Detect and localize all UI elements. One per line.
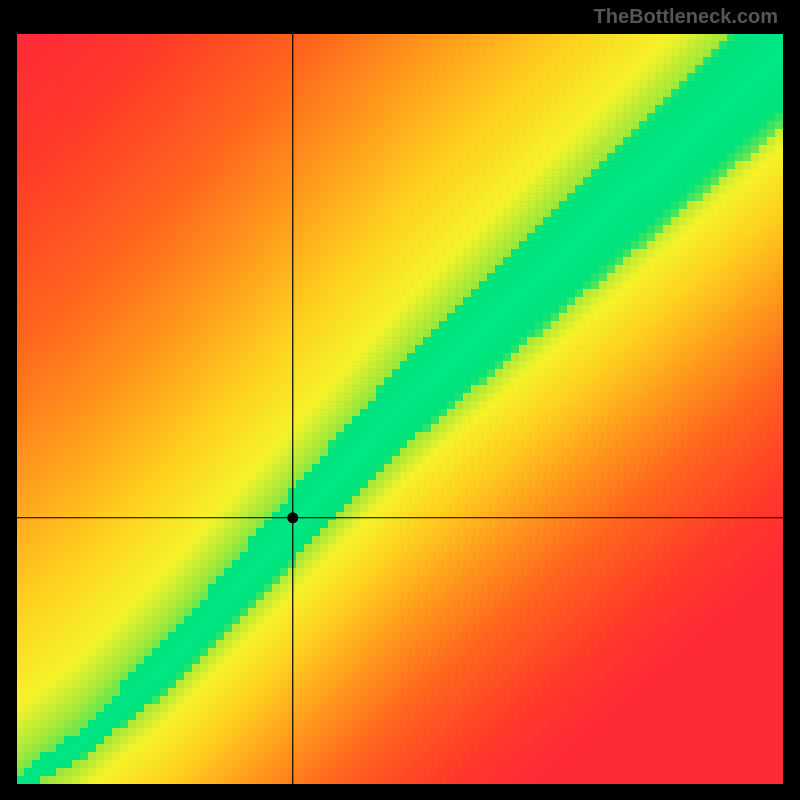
chart-frame: TheBottleneck.com: [0, 0, 800, 800]
watermark-text: TheBottleneck.com: [594, 6, 778, 29]
crosshair-overlay: [17, 34, 783, 784]
